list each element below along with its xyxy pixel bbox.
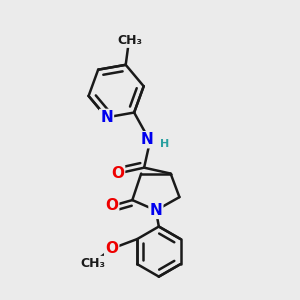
Text: CH₃: CH₃	[118, 34, 142, 47]
Text: N: N	[100, 110, 113, 125]
Text: CH₃: CH₃	[80, 257, 105, 270]
Text: O: O	[111, 166, 124, 181]
Text: N: N	[149, 203, 162, 218]
Text: N: N	[141, 132, 153, 147]
Text: O: O	[105, 198, 118, 213]
Text: O: O	[105, 241, 118, 256]
Text: H: H	[160, 139, 169, 149]
